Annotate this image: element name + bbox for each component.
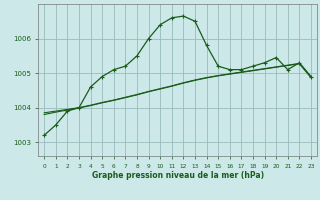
X-axis label: Graphe pression niveau de la mer (hPa): Graphe pression niveau de la mer (hPa) <box>92 171 264 180</box>
